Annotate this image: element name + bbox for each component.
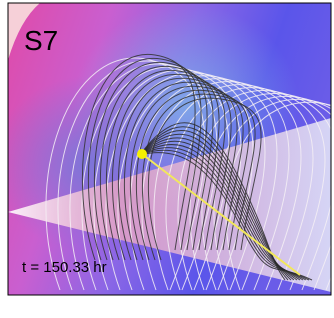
- visualization: S7 t = 150.33 hr: [0, 0, 334, 318]
- spacecraft: [137, 149, 147, 159]
- time-label: t = 150.33 hr: [22, 259, 107, 276]
- panel-label: S7: [24, 25, 58, 56]
- page: S7 t = 150.33 hr (() => { const data = J…: [0, 0, 334, 318]
